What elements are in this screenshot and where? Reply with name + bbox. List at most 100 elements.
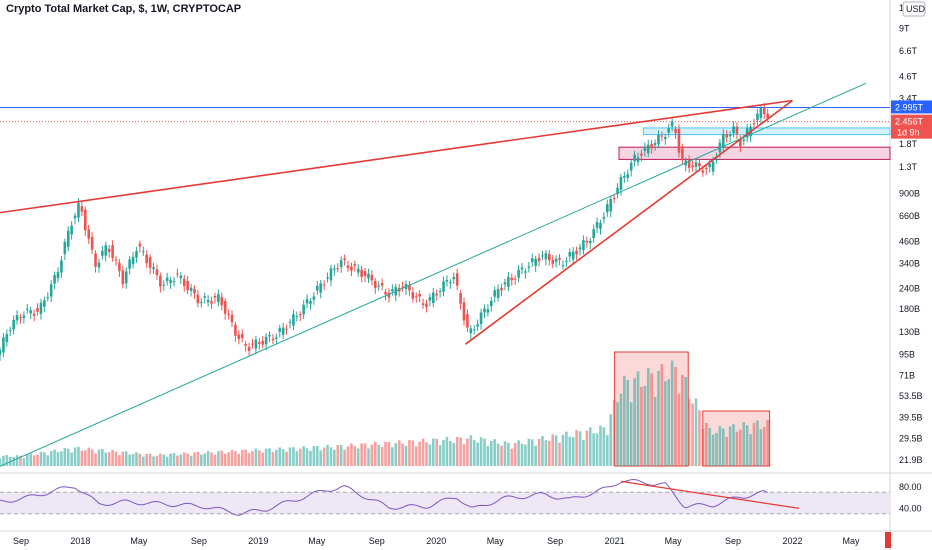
trendline xyxy=(0,82,867,467)
candle-body xyxy=(336,268,340,270)
volume-bar xyxy=(462,444,466,466)
candle-body xyxy=(421,303,425,306)
candle-body xyxy=(206,299,210,303)
candle-body xyxy=(114,259,118,261)
volume-bar xyxy=(350,443,353,466)
candle-body xyxy=(56,272,60,279)
candle-body xyxy=(554,258,558,262)
candle-body xyxy=(223,301,227,314)
volume-bar xyxy=(732,424,735,466)
candle-body xyxy=(305,299,309,304)
volume-bar xyxy=(496,443,500,466)
candle-body xyxy=(602,216,606,219)
x-tick-label: Sep xyxy=(13,536,29,546)
candle-body xyxy=(670,121,674,127)
candle-body xyxy=(213,296,217,298)
volume-bar xyxy=(588,427,592,466)
candle-body xyxy=(261,340,265,345)
candle-body xyxy=(39,302,43,314)
volume-bar xyxy=(83,450,87,466)
volume-bar xyxy=(469,435,473,466)
candle-body xyxy=(298,314,302,316)
volume-bar xyxy=(664,381,667,466)
currency-box xyxy=(902,1,926,17)
volume-bar xyxy=(418,441,421,466)
volume-bar xyxy=(199,454,203,466)
volume-bar xyxy=(653,396,657,466)
x-tick-label: Sep xyxy=(191,536,207,546)
candle-body xyxy=(186,280,189,291)
volume-bar xyxy=(159,453,162,466)
volume-bar xyxy=(561,434,565,466)
candle-body xyxy=(493,290,497,297)
volume-bar xyxy=(728,426,732,466)
y-tick-label: 240B xyxy=(899,283,920,293)
volume-bar xyxy=(544,440,548,466)
volume-bar xyxy=(339,444,343,466)
volume-bar xyxy=(25,454,29,466)
volume-bar xyxy=(582,439,585,466)
candle-body xyxy=(152,267,155,270)
volume-bar xyxy=(585,430,589,466)
volume-bar xyxy=(343,449,346,466)
candle-body xyxy=(739,138,742,147)
volume-bar xyxy=(275,449,278,466)
volume-bar xyxy=(285,451,288,466)
volume-bar xyxy=(316,446,319,466)
volume-bar xyxy=(322,447,326,466)
candle-body xyxy=(476,324,479,327)
candle-body xyxy=(104,245,108,256)
candle-body xyxy=(735,126,739,134)
y-tick-label: 21.9B xyxy=(899,455,923,465)
candle-body xyxy=(319,283,323,293)
candle-body xyxy=(619,177,623,190)
volume-bar xyxy=(374,441,377,466)
candle-body xyxy=(295,316,299,318)
y-tick-label: 95B xyxy=(899,350,915,360)
volume-bar xyxy=(128,454,131,466)
volume-bar xyxy=(626,380,630,466)
volume-bar xyxy=(302,446,305,466)
candle-body xyxy=(217,294,220,302)
candle-body xyxy=(141,251,145,253)
volume-bar xyxy=(49,451,53,466)
volume-bar xyxy=(281,449,285,466)
candle-body xyxy=(135,251,138,258)
candle-body xyxy=(462,302,466,321)
volume-bar xyxy=(223,453,227,466)
candle-body xyxy=(626,174,630,178)
candle-body xyxy=(210,301,213,304)
volume-bar xyxy=(606,435,609,466)
volume-bar xyxy=(32,455,36,466)
volume-bar xyxy=(391,447,394,466)
candle-body xyxy=(159,275,162,287)
candle-body xyxy=(435,293,439,296)
volume-bar xyxy=(694,398,698,466)
candle-body xyxy=(63,241,67,255)
candle-body xyxy=(281,327,285,335)
candle-body xyxy=(432,292,435,304)
volume-bar xyxy=(251,451,254,466)
volume-bar xyxy=(36,454,39,466)
volume-bar xyxy=(271,452,275,466)
candle-body xyxy=(762,107,766,114)
volume-bar xyxy=(2,455,5,466)
volume-bar xyxy=(476,442,479,466)
candle-body xyxy=(592,229,595,239)
candle-body xyxy=(77,202,80,218)
volume-bar xyxy=(121,451,125,466)
y-tick-label: 4.6T xyxy=(899,72,918,82)
volume-bar xyxy=(718,426,722,466)
volume-bar xyxy=(53,449,56,466)
volume-bar xyxy=(176,455,179,466)
candle-body xyxy=(240,334,244,338)
y-tick-label: 29.5B xyxy=(899,433,923,443)
candle-body xyxy=(411,292,415,299)
volume-bar xyxy=(101,449,104,466)
candle-body xyxy=(128,259,131,269)
volume-bar xyxy=(213,454,217,466)
volume-bar xyxy=(541,436,544,466)
y-tick-label: 1.3T xyxy=(899,162,918,172)
candle-body xyxy=(534,258,537,266)
